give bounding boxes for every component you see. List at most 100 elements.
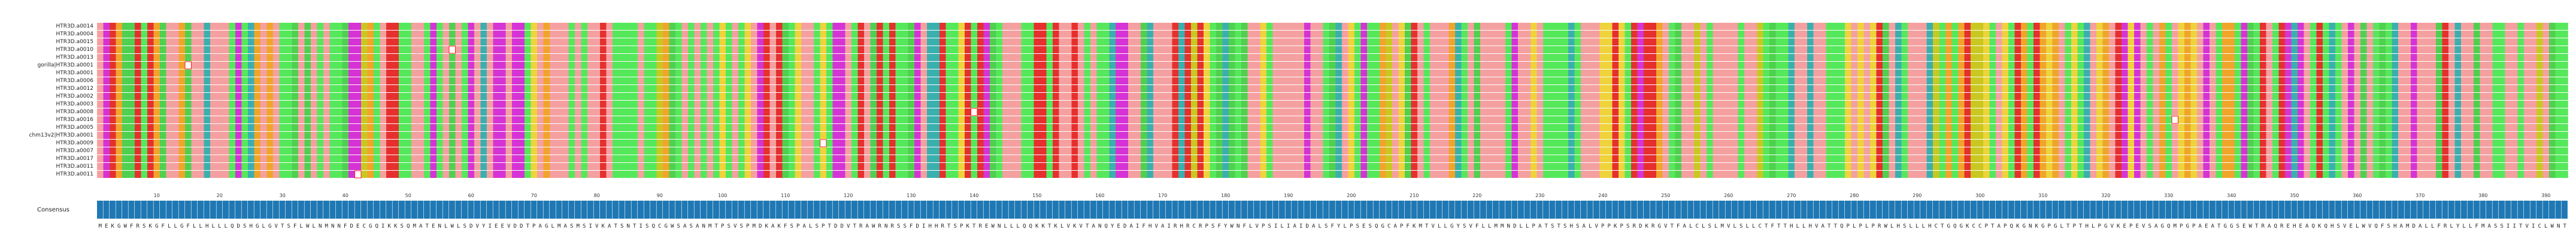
sequence-name[interactable]: HTR3D.a0016: [56, 117, 93, 123]
residue-cell: [1417, 69, 1424, 77]
residue-cell: [1619, 46, 1625, 53]
residue-cell: [2210, 23, 2216, 30]
residue-cell: [1354, 116, 1361, 123]
alignment-row[interactable]: [97, 46, 2568, 53]
residue-cell: [638, 31, 644, 38]
residue-cell: [2278, 54, 2286, 61]
residue-cell: [1744, 108, 1751, 116]
residue-cell: [1619, 62, 1625, 69]
sequence-name[interactable]: HTR3D.a0011: [56, 164, 93, 170]
residue-cell: [512, 69, 519, 77]
residue-cell: [983, 93, 990, 100]
residue-cell: [449, 69, 456, 77]
sequence-name[interactable]: chm13v2|HTR3D.a0001: [29, 132, 93, 138]
sequence-name[interactable]: HTR3D.a0011: [56, 171, 93, 177]
residue-cell: [1795, 23, 1801, 30]
residue-cell: [2549, 108, 2556, 116]
residue-cell: [2404, 108, 2411, 116]
sequence-name[interactable]: HTR3D.a0017: [56, 156, 93, 162]
sequence-name[interactable]: HTR3D.a0001: [56, 70, 93, 76]
residue-cell: [1285, 77, 1292, 84]
sequence-name[interactable]: HTR3D.a0014: [56, 23, 93, 29]
residue-cell: [2147, 38, 2153, 46]
residue-cell: [851, 31, 858, 38]
residue-cell: [713, 93, 720, 100]
residue-cell: [1071, 23, 1078, 30]
sequence-name[interactable]: HTR3D.a0005: [56, 125, 93, 131]
sequence-name[interactable]: HTR3D.a0004: [56, 31, 93, 37]
residue-cell: [2335, 38, 2342, 46]
alignment-row[interactable]: [97, 108, 2568, 116]
residue-cell: [1348, 31, 1355, 38]
sequence-name[interactable]: HTR3D.a0008: [56, 109, 93, 115]
residue-cell: [606, 54, 613, 61]
residue-cell: [1813, 108, 1820, 116]
residue-cell: [1707, 38, 1713, 46]
residue-cell: [1870, 69, 1877, 77]
alignment-row[interactable]: [97, 31, 2568, 38]
residue-cell: [763, 101, 770, 108]
residue-cell: [2323, 77, 2329, 84]
sequence-name[interactable]: HTR3D.a0013: [56, 55, 93, 61]
sequence-name[interactable]: HTR3D.a0007: [56, 148, 93, 154]
residue-cell: [1788, 62, 1795, 69]
residue-cell: [600, 31, 607, 38]
sequence-name[interactable]: HTR3D.a0012: [56, 86, 93, 92]
residue-cell: [801, 31, 808, 38]
residue-cell: [2014, 85, 2022, 92]
alignment-row[interactable]: [97, 116, 2568, 123]
residue-cell: [814, 108, 820, 116]
residue-cell: [1757, 38, 1763, 46]
alignment-row[interactable]: [97, 77, 2568, 84]
alignment-row[interactable]: [97, 23, 2568, 30]
sequence-name[interactable]: gorilla|HTR3D.a0001: [37, 62, 93, 68]
residue-cell: [392, 108, 399, 116]
residue-cell: [688, 38, 695, 46]
residue-cell: [1329, 101, 1336, 108]
residue-cell: [399, 93, 405, 100]
residue-cell: [619, 62, 626, 69]
residue-cell: [1857, 77, 1864, 84]
residue-cell: [2216, 69, 2223, 77]
residue-cell: [2429, 23, 2436, 30]
residue-cell: [1021, 93, 1028, 100]
sequence-name[interactable]: HTR3D.a0006: [56, 78, 93, 84]
residue-cell: [1335, 38, 1342, 46]
alignment-row[interactable]: [97, 38, 2568, 46]
residue-cell: [2165, 62, 2172, 69]
sequence-name[interactable]: HTR3D.a0015: [56, 39, 93, 45]
residue-cell: [820, 116, 827, 123]
residue-cell: [518, 108, 525, 116]
residue-cell: [1725, 23, 1732, 30]
residue-cell: [990, 108, 996, 116]
residue-cell: [1687, 38, 1695, 46]
residue-cell: [1480, 77, 1487, 84]
residue-cell: [1694, 31, 1701, 38]
sequence-name[interactable]: HTR3D.a0010: [56, 47, 93, 53]
alignment-row[interactable]: [97, 69, 2568, 77]
alignment-row[interactable]: [97, 93, 2568, 100]
residue-cell: [1335, 62, 1342, 69]
residue-cell: [619, 77, 626, 84]
residue-cell: [286, 54, 292, 61]
alignment-row[interactable]: [97, 62, 2568, 69]
residue-cell: [751, 116, 757, 123]
residue-cell: [279, 93, 286, 100]
sequence-name[interactable]: HTR3D.a0003: [56, 101, 93, 107]
residue-cell: [2046, 108, 2053, 116]
residue-cell: [2536, 101, 2543, 108]
alignment-row[interactable]: [97, 85, 2568, 92]
residue-cell: [2505, 23, 2512, 30]
alignment-row[interactable]: [97, 101, 2568, 108]
sequence-name[interactable]: HTR3D.a0009: [56, 140, 93, 146]
residue-cell: [1260, 23, 1267, 30]
residue-cell: [1838, 85, 1845, 92]
residue-cell: [1122, 38, 1129, 46]
residue-cell: [1254, 46, 1260, 53]
residue-cell: [688, 93, 695, 100]
sequence-name[interactable]: HTR3D.a0002: [56, 93, 93, 99]
residue-cell: [1788, 101, 1795, 108]
residue-cell: [223, 85, 229, 92]
alignment-row[interactable]: [97, 54, 2568, 61]
